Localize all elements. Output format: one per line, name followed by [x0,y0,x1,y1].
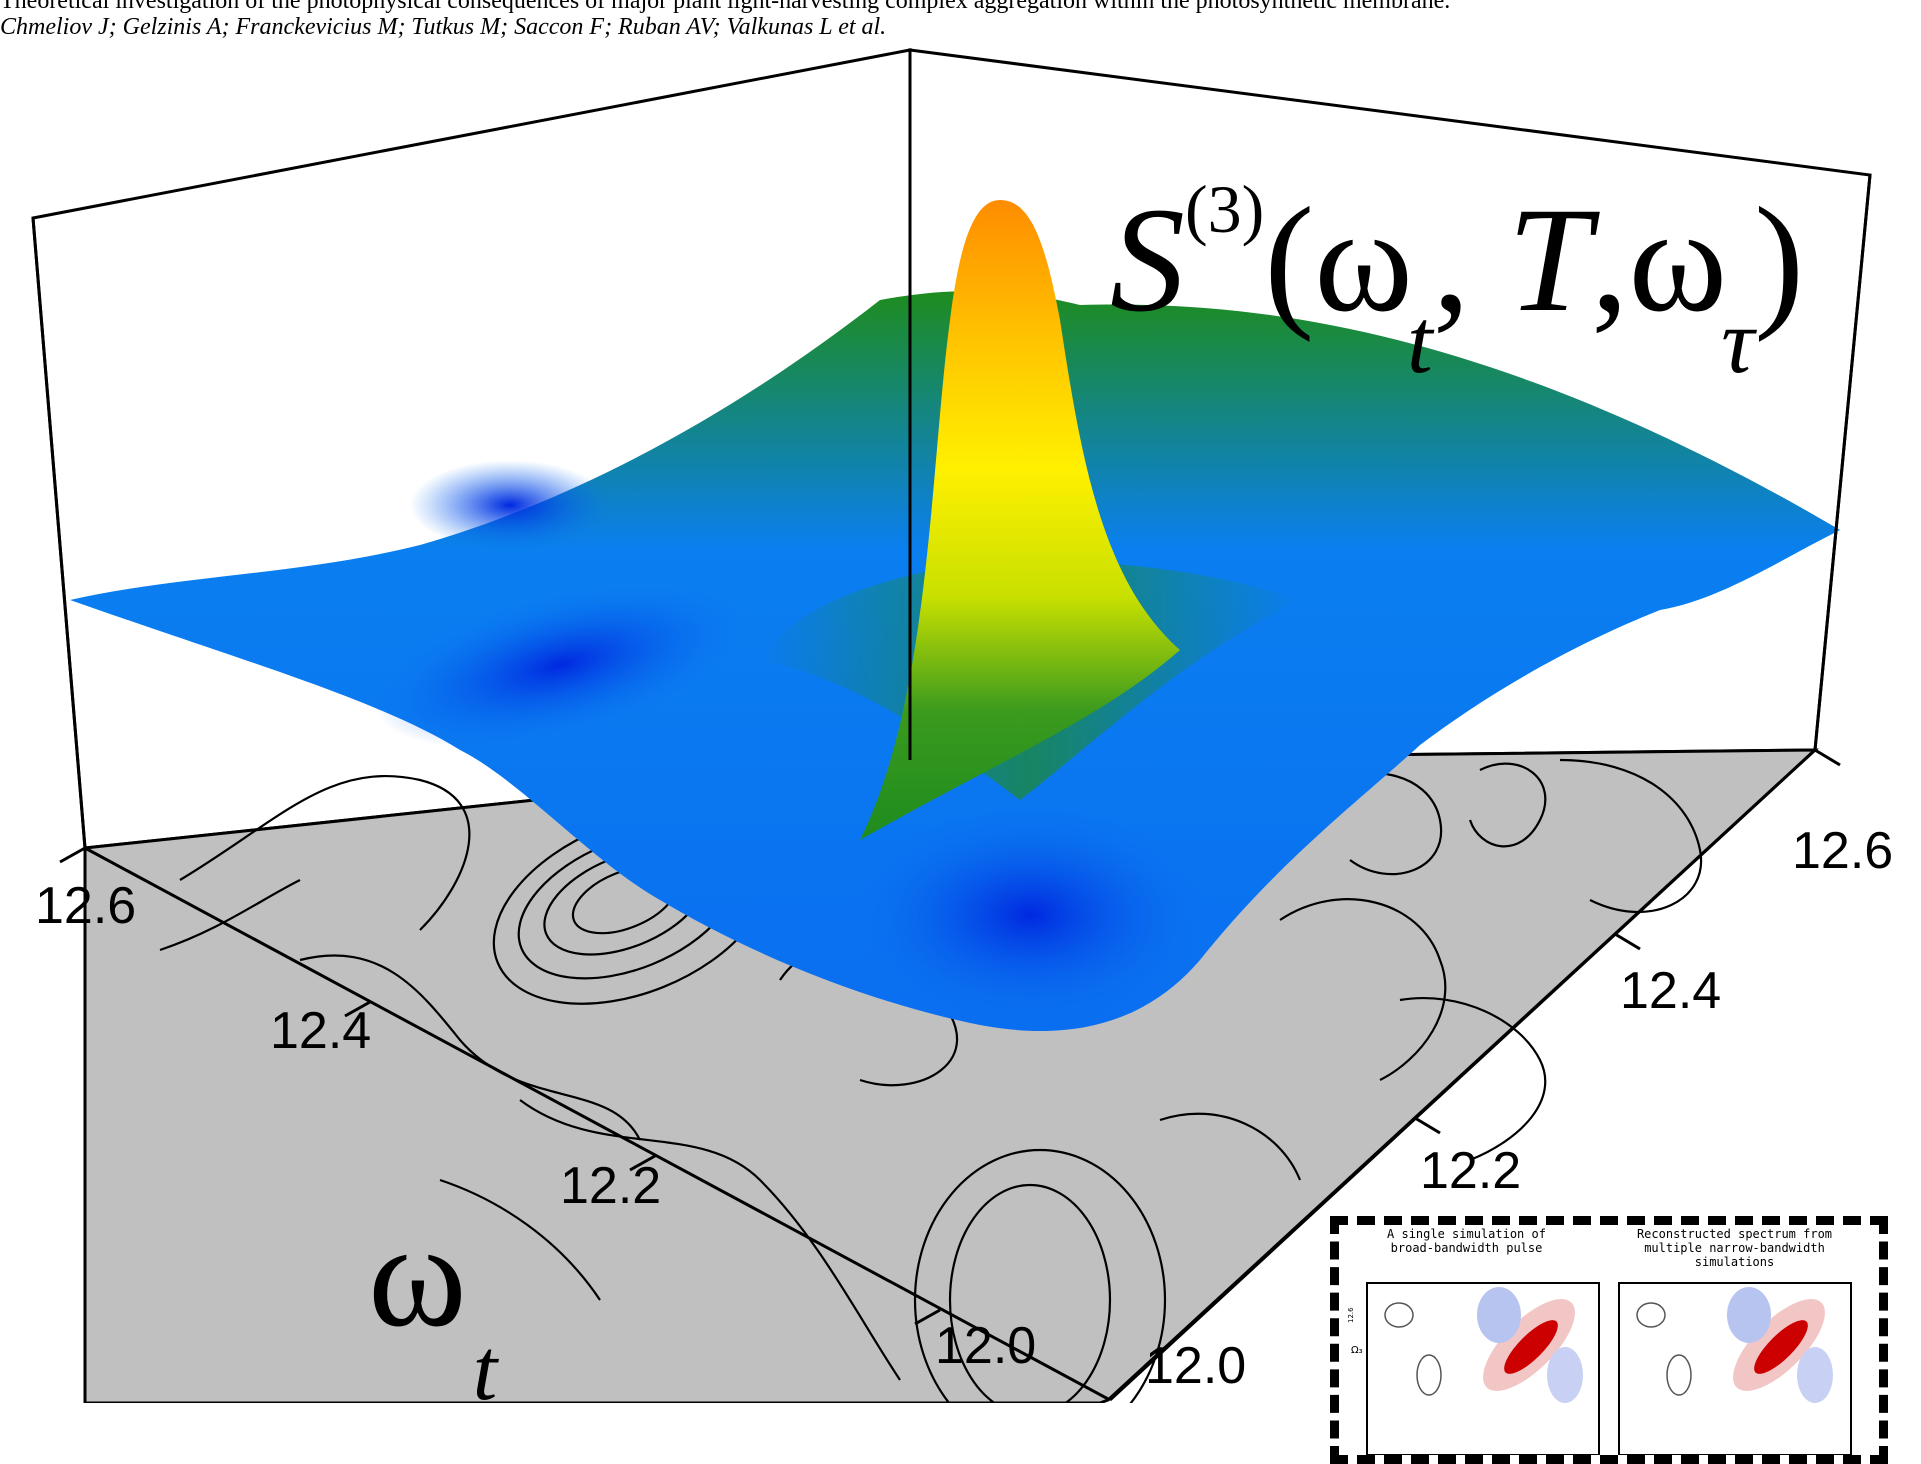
tick-marks [59,748,1841,1326]
inset-panel1-ytick: 12.6 [1347,1307,1355,1323]
y-tick-label: 12.0 [1145,1337,1247,1395]
inset-panel2 [1618,1282,1852,1455]
surface-peak [860,200,1180,840]
x-tick-label: 12.2 [560,1157,662,1215]
inset-panel1-ylabel: Ω₃ [1351,1345,1363,1356]
surface-plot [31,48,1872,1403]
comparison-inset: A single simulation of broad-bandwidth p… [1330,1216,1888,1464]
inset-panel1: Ω₃ 12.6 [1347,1282,1600,1455]
figure-caption-title: Theoretical investigation of the photoph… [0,0,1451,14]
y-tick-label: 12.4 [1620,962,1722,1020]
floor-front-edge-left [84,846,1111,1402]
inset-panel1-title: A single simulation of broad-bandwidth p… [1387,1227,1546,1255]
chart-title: S(3)(ωt, T,ωτ) [1110,171,1805,392]
y-tick-label: 12.2 [1420,1142,1522,1200]
surface-dip-left [374,582,746,748]
x-tick-label: 12.4 [270,1002,372,1060]
x-tick-label: 12.0 [935,1317,1037,1375]
surface-dip-front [850,805,1210,1025]
inset-panel2-title: Reconstructed spectrum from multiple nar… [1636,1227,1833,1269]
box-vertical-left [31,217,87,849]
figure-caption-authors: Chmeliov J; Gelzinis A; Franckevicius M;… [0,14,887,40]
surface-dip-back [410,460,610,550]
x-axis-label: ωt [368,1192,498,1419]
y-tick-label: 12.6 [1792,822,1894,880]
floor-front-edge-right [1108,748,1817,1402]
x-tick-label: 12.6 [35,877,137,935]
box-vertical-right [1813,174,1872,751]
